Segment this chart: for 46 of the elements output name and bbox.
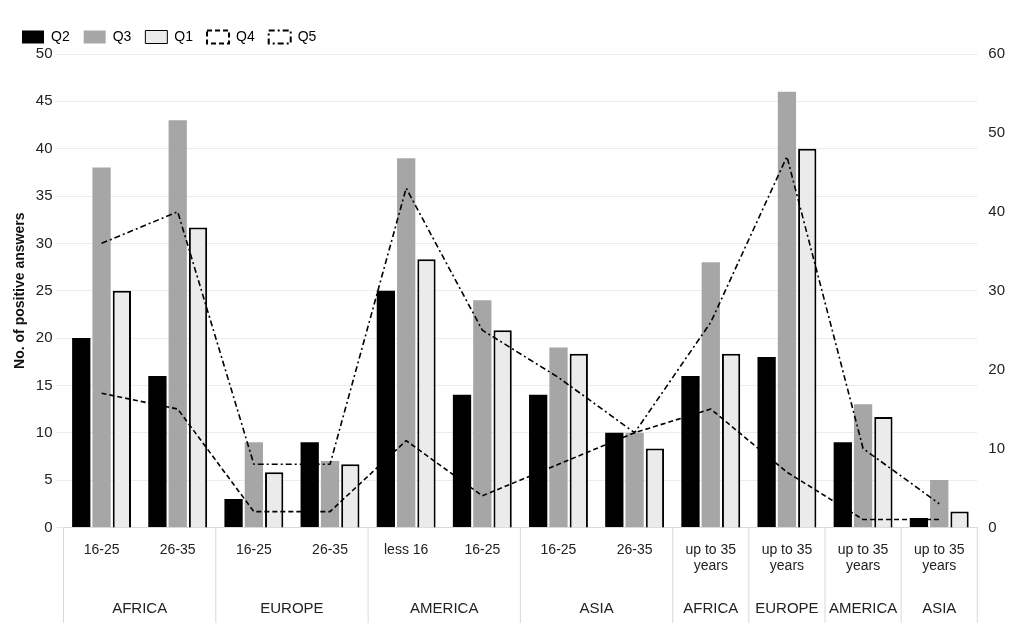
legend-label: Q1 (174, 27, 194, 44)
text: AMERICA (828, 599, 898, 617)
y-tick-label: 30 (35, 233, 53, 251)
text: ASIA (579, 599, 614, 617)
x-tick-label: 26-35 (159, 540, 196, 557)
text: AFRICA (112, 599, 168, 617)
x-tick-label: less 16 (383, 540, 429, 557)
text: EUROPE (755, 599, 819, 617)
legend-label: Q2 (51, 27, 70, 44)
text: ASIA (922, 599, 957, 617)
x-tick-label: up to 35 years (761, 540, 813, 574)
x-tick-label: up to 35 years (685, 540, 737, 574)
y-tick-label: 15 (35, 375, 53, 393)
x-tick-label: 16-25 (464, 540, 501, 557)
y-tick-label: 25 (35, 280, 53, 298)
x-tick-label: up to 35 years (837, 540, 889, 574)
y2-tick-label: 30 (988, 280, 1005, 298)
legend-label: Q4 (236, 27, 255, 44)
text: AMERICA (410, 599, 479, 617)
text: EUROPE (260, 599, 324, 617)
y2-tick-label: 40 (988, 201, 1005, 219)
x-tick-label: 16-25 (83, 540, 120, 557)
y-tick-label: 5 (44, 470, 53, 488)
y-tick-label: 45 (35, 91, 53, 109)
bar (930, 480, 949, 527)
y-axis-title: No. of positive answers (11, 212, 28, 369)
y-tick-label: 50 (35, 44, 53, 62)
x-tick-label: up to 35 years (913, 540, 965, 574)
y2-tick-label: 20 (988, 359, 1005, 377)
legend-label: Q3 (112, 27, 132, 44)
y2-tick-label: 60 (988, 44, 1005, 62)
y2-tick-label: 50 (988, 123, 1005, 141)
x-tick-label: 26-35 (616, 540, 653, 557)
y-tick-label: 0 (44, 517, 53, 535)
y-tick-label: 20 (35, 328, 53, 346)
y-tick-label: 10 (35, 422, 53, 440)
y-tick-label: 40 (35, 138, 53, 156)
text: AFRICA (683, 599, 739, 617)
x-tick-label: 16-25 (235, 540, 272, 557)
x-tick-label: 26-35 (312, 540, 349, 557)
legend-label: Q5 (297, 27, 317, 44)
bar (72, 338, 91, 527)
y2-tick-label: 0 (988, 517, 997, 535)
x-tick-label: 16-25 (540, 540, 577, 557)
y-tick-label: 35 (35, 186, 53, 204)
y2-tick-label: 10 (988, 438, 1005, 456)
